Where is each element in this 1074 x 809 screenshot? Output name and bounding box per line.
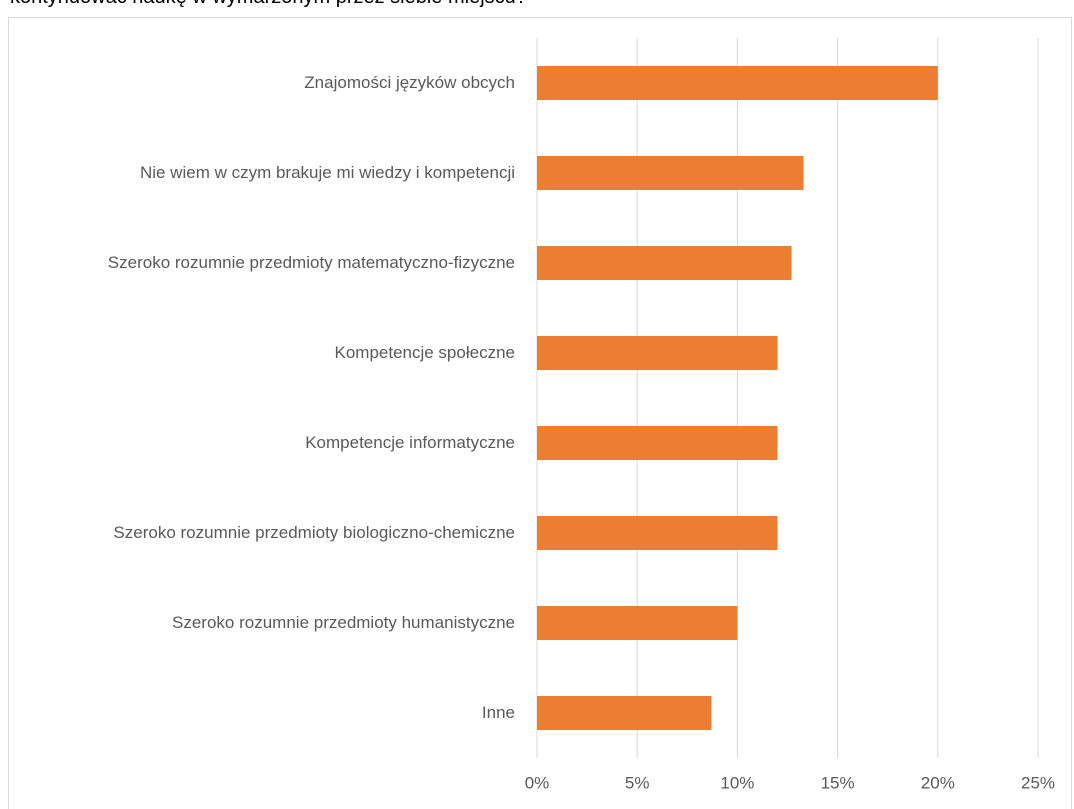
x-tick-label: 20% bbox=[921, 773, 955, 792]
x-tick-label: 25% bbox=[1021, 773, 1055, 792]
bar bbox=[537, 516, 778, 550]
y-tick-label: Znajomości języków obcych bbox=[304, 73, 515, 92]
bar bbox=[537, 336, 778, 370]
bar bbox=[537, 156, 804, 190]
y-tick-label: Kompetencje społeczne bbox=[334, 343, 515, 362]
y-tick-label: Kompetencje informatyczne bbox=[305, 433, 515, 452]
chart-frame bbox=[8, 17, 1072, 809]
bar bbox=[537, 696, 712, 730]
bar bbox=[537, 606, 738, 640]
y-tick-label: Nie wiem w czym brakuje mi wiedzy i komp… bbox=[139, 163, 515, 182]
y-tick-label: Inne bbox=[481, 703, 515, 722]
x-tick-label: 15% bbox=[821, 773, 855, 792]
x-tick-label: 10% bbox=[720, 773, 754, 792]
chart-title: kontynuować naukę w wymarzonym przez sie… bbox=[10, 0, 527, 9]
y-tick-label: Szeroko rozumnie przedmioty matematyczno… bbox=[107, 253, 515, 272]
y-tick-label: Szeroko rozumnie przedmioty humanistyczn… bbox=[172, 613, 515, 632]
bar bbox=[537, 426, 778, 460]
bar bbox=[537, 246, 792, 280]
bar bbox=[537, 66, 938, 100]
y-tick-label: Szeroko rozumnie przedmioty biologiczno-… bbox=[113, 523, 515, 542]
x-tick-label: 0% bbox=[525, 773, 550, 792]
x-tick-label: 5% bbox=[625, 773, 650, 792]
